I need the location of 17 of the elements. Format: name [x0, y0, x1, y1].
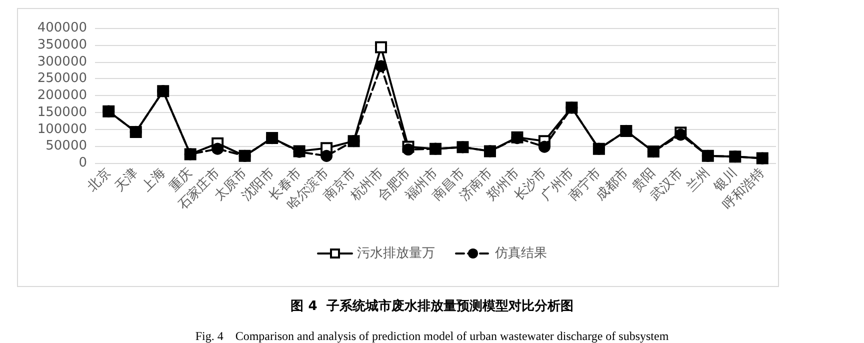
y-tick-label: 50000 [46, 138, 87, 154]
y-tick-label: 0 [78, 156, 87, 170]
y-tick-label: 300000 [37, 54, 87, 70]
x-tick-label: 北京 [84, 166, 114, 195]
legend-label: 污水排放量万 [357, 246, 435, 261]
y-tick-label: 250000 [37, 71, 87, 86]
x-tick-label: 天津 [112, 166, 142, 195]
y-tick-label: 150000 [37, 104, 87, 120]
legend-label: 仿真结果 [494, 246, 547, 261]
text: 图 4 子系统城市废水排放量预测模型对比分析图 [290, 298, 574, 314]
text: Fig. 4 Comparison and analysis of prediction model of urban wastewater discharge of subsystem [195, 329, 670, 343]
x-tick-label: 上海 [139, 166, 168, 195]
y-tick-label: 100000 [37, 122, 87, 137]
y-tick-label: 200000 [37, 88, 87, 103]
y-tick-label: 350000 [37, 37, 87, 52]
x-tick-label: 兰州 [684, 166, 714, 195]
y-tick-label: 400000 [37, 20, 87, 36]
